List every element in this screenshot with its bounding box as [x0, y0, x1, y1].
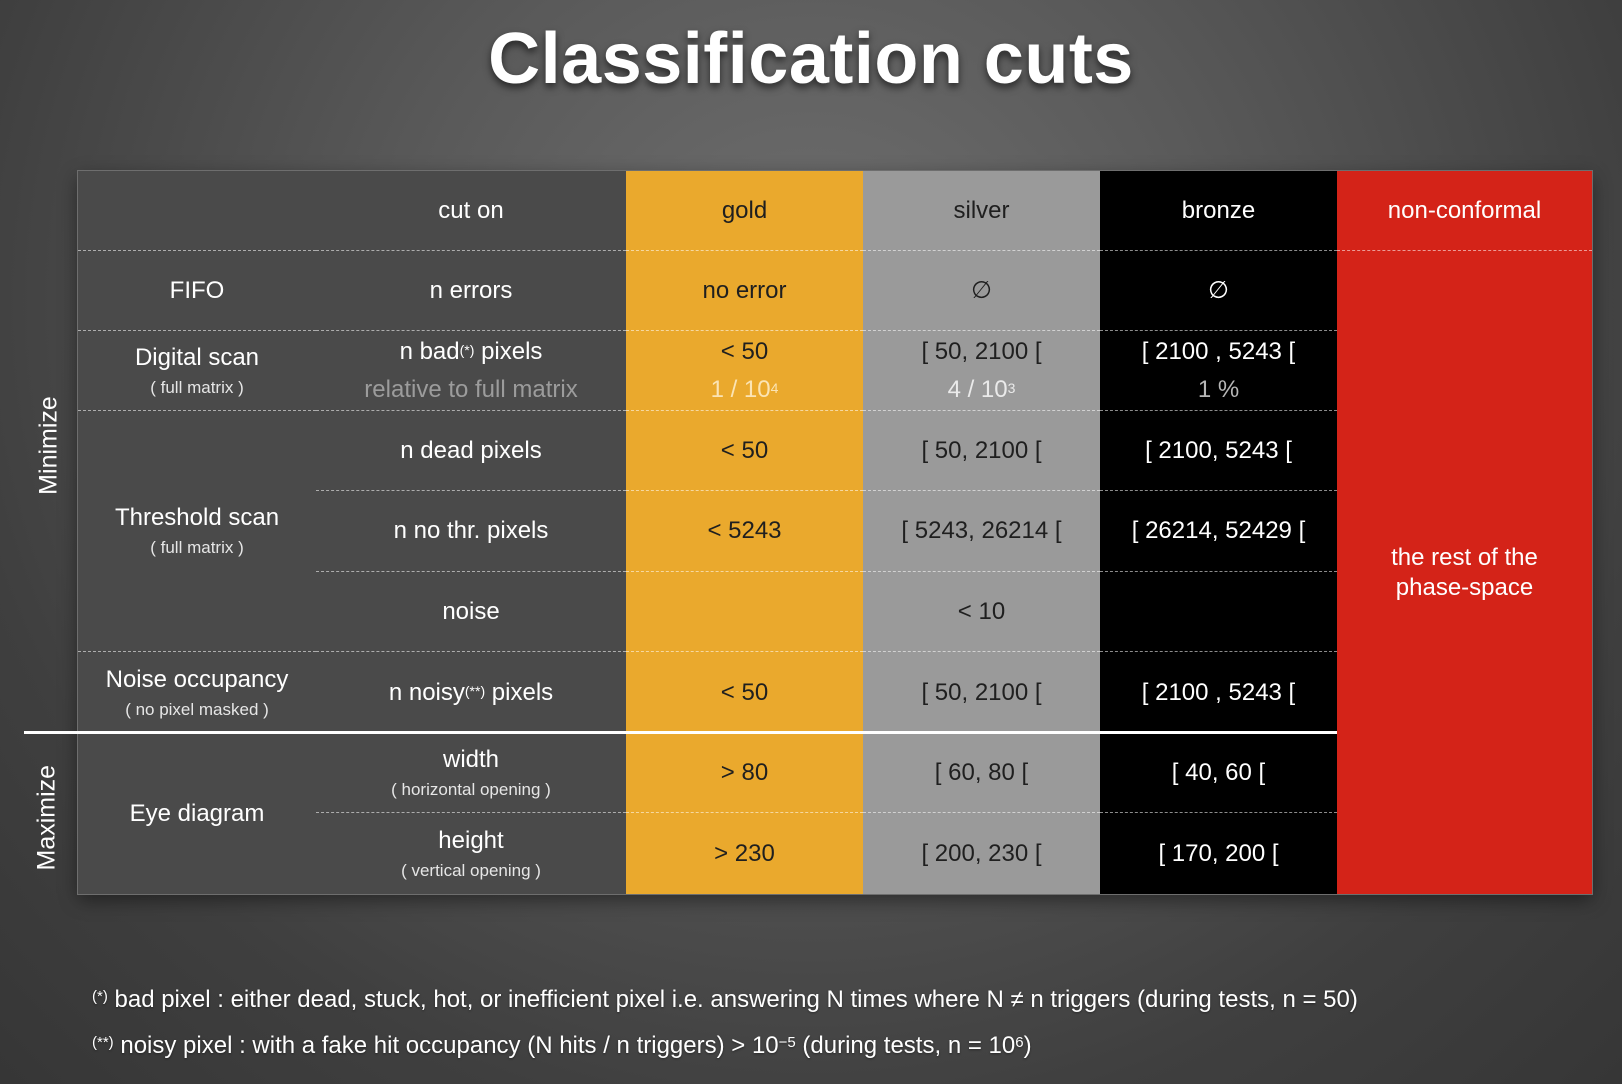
digital-scan-sub: ( full matrix ) [150, 377, 244, 397]
header-bronze: bronze [1100, 171, 1337, 251]
dead-gold: < 50 [626, 411, 863, 491]
maximize-label: Maximize [32, 764, 61, 871]
height-gold: > 230 [626, 813, 863, 894]
noise-occupancy-label: Noise occupancy [105, 665, 289, 693]
header-silver: silver [863, 171, 1100, 251]
fifo-silver: ∅ [863, 251, 1100, 331]
dead-bronze: [ 2100, 5243 [ [1100, 411, 1337, 491]
digital-gold-rel: 1 / 104 [710, 375, 779, 403]
digital-bronze-rel: 1 % [1197, 375, 1240, 403]
cut-n-errors: n errors [316, 251, 626, 331]
digital-bronze: [ 2100 , 5243 [ 1 % [1100, 331, 1337, 411]
footnote-bad-pixel: (*) bad pixel : either dead, stuck, hot,… [92, 986, 1358, 1013]
digital-silver: [ 50, 2100 [ 4 / 103 [863, 331, 1100, 411]
header-empty [78, 171, 316, 251]
test-noise-occupancy: Noise occupancy ( no pixel masked ) [78, 652, 316, 733]
cut-n-dead-pixels: n dead pixels [316, 411, 626, 491]
noise-occupancy-sub: ( no pixel masked ) [125, 699, 269, 719]
cut-n-no-thr-pixels: n no thr. pixels [316, 491, 626, 572]
footnote-noisy-pixel: (**) noisy pixel : with a fake hit occup… [92, 1032, 1032, 1059]
relative-label: relative to full matrix [364, 375, 578, 403]
classification-table: cut on gold silver bronze non-conformal … [78, 171, 1592, 894]
nothr-bronze: [ 26214, 52429 [ [1100, 491, 1337, 572]
noisy-silver: [ 50, 2100 [ [863, 652, 1100, 733]
width-bronze: [ 40, 60 [ [1100, 733, 1337, 813]
minimize-maximize-divider [24, 731, 1337, 734]
header-gold: gold [626, 171, 863, 251]
fifo-gold: no error [626, 251, 863, 331]
nothr-gold: < 5243 [626, 491, 863, 572]
cut-noise: noise [316, 572, 626, 652]
noise-bronze [1100, 572, 1337, 652]
non-conformal-cell: the rest of the phase-space [1337, 251, 1592, 894]
noise-gold [626, 572, 863, 652]
width-silver: [ 60, 80 [ [863, 733, 1100, 813]
minimize-label: Minimize [34, 396, 63, 495]
threshold-scan-sub: ( full matrix ) [150, 538, 244, 558]
noisy-bronze: [ 2100 , 5243 [ [1100, 652, 1337, 733]
test-fifo: FIFO [78, 251, 316, 331]
nothr-silver: [ 5243, 26214 [ [863, 491, 1100, 572]
header-cut-on: cut on [316, 171, 626, 251]
width-gold: > 80 [626, 733, 863, 813]
cut-height: height ( vertical opening ) [401, 826, 541, 880]
noisy-gold: < 50 [626, 652, 863, 733]
digital-gold: < 50 1 / 104 [626, 331, 863, 411]
noise-silver: < 10 [863, 572, 1100, 652]
height-sub: ( vertical opening ) [401, 860, 541, 880]
n-bad-pixels-label: n bad(*) pixels [399, 337, 543, 365]
test-threshold-scan: Threshold scan ( full matrix ) [78, 411, 316, 652]
dead-silver: [ 50, 2100 [ [863, 411, 1100, 491]
header-non-conformal: non-conformal [1337, 171, 1592, 251]
cut-n-noisy-pixels: n noisy(**) pixels [388, 678, 554, 706]
test-eye-diagram: Eye diagram [129, 799, 265, 827]
width-sub: ( horizontal opening ) [391, 779, 551, 799]
cut-n-bad-pixels: n bad(*) pixels relative to full matrix [316, 331, 626, 411]
height-silver: [ 200, 230 [ [863, 813, 1100, 894]
digital-silver-rel: 4 / 103 [947, 375, 1016, 403]
cut-width: width ( horizontal opening ) [316, 733, 626, 813]
non-conformal-text: the rest of the phase-space [1391, 543, 1538, 601]
test-digital-scan: Digital scan ( full matrix ) [78, 331, 316, 411]
digital-scan-label: Digital scan [134, 343, 260, 371]
height-bronze: [ 170, 200 [ [1100, 813, 1337, 894]
threshold-scan-label: Threshold scan [114, 504, 280, 532]
page-title: Classification cuts [488, 19, 1134, 99]
fifo-bronze: ∅ [1100, 251, 1337, 331]
